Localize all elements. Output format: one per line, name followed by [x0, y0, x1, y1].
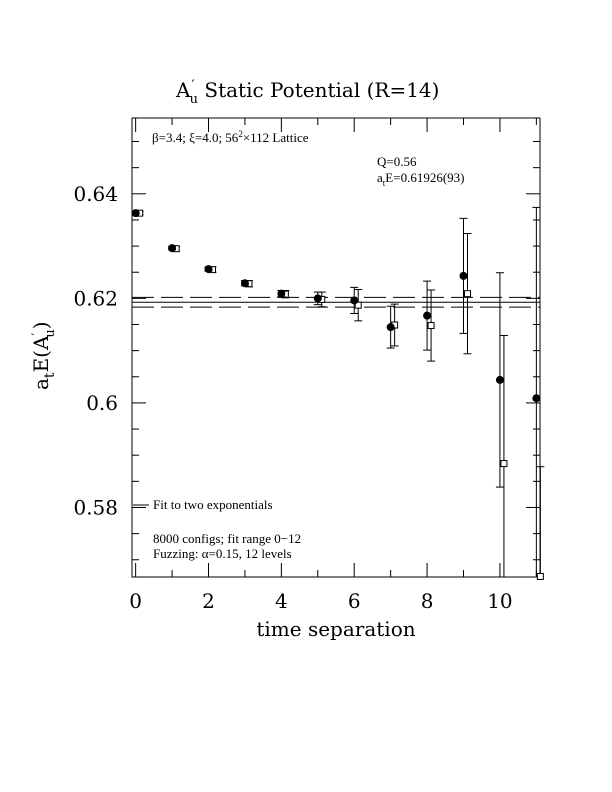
- tick-labels: 0 2 4 6 8 10 0.58 0.6 0.62 0.64: [73, 182, 512, 613]
- circle-marker: [313, 294, 322, 303]
- fuzzing-label: Fuzzing: α=0.15, 12 levels: [153, 546, 292, 561]
- y-axis-label: atE(A′u): [29, 321, 58, 390]
- y-tick-label: 0.6: [86, 391, 118, 415]
- data-points: [131, 206, 545, 580]
- circle-marker: [495, 375, 504, 384]
- x-tick-label: 8: [421, 589, 434, 613]
- q-value-label: Q=0.56: [377, 154, 417, 169]
- y-tick-label: 0.62: [73, 286, 118, 310]
- circle-marker: [423, 311, 432, 320]
- x-axis-label: time separation: [256, 617, 415, 641]
- configs-label: 8000 configs; fit range 0−12: [153, 531, 301, 546]
- circle-marker: [459, 271, 468, 280]
- circle-marker: [131, 209, 140, 218]
- svg-text:atE(A′u): atE(A′u): [29, 321, 58, 390]
- x-tick-label: 2: [202, 589, 215, 613]
- fit-type-label: Fit to two exponentials: [153, 497, 273, 512]
- circle-marker: [168, 244, 177, 253]
- y-tick-label: 0.64: [73, 182, 118, 206]
- x-tick-label: 10: [487, 589, 512, 613]
- fit-lines: [132, 296, 540, 506]
- circle-marker: [386, 323, 395, 332]
- x-tick-label: 6: [348, 589, 361, 613]
- chart-title: A′ u Static Potential (R=14): [175, 78, 439, 107]
- square-marker: [536, 572, 544, 580]
- square-marker: [427, 322, 435, 330]
- plot-frame: [131, 117, 541, 578]
- circle-marker: [240, 279, 249, 288]
- square-marker: [354, 301, 362, 309]
- axis-ticks: [132, 118, 540, 577]
- square-marker: [500, 460, 508, 468]
- circle-marker: [532, 394, 541, 403]
- square-marker: [464, 290, 471, 298]
- x-tick-label: 4: [275, 589, 288, 613]
- energy-label: atE=0.61926(93): [377, 170, 464, 188]
- circle-marker: [277, 289, 286, 298]
- x-tick-label: 0: [129, 589, 142, 613]
- lattice-annotation: β=3.4; ξ=4.0; 562×112 Lattice: [152, 129, 309, 145]
- y-tick-label: 0.58: [73, 495, 118, 519]
- circle-marker: [204, 265, 213, 274]
- circle-marker: [350, 296, 359, 305]
